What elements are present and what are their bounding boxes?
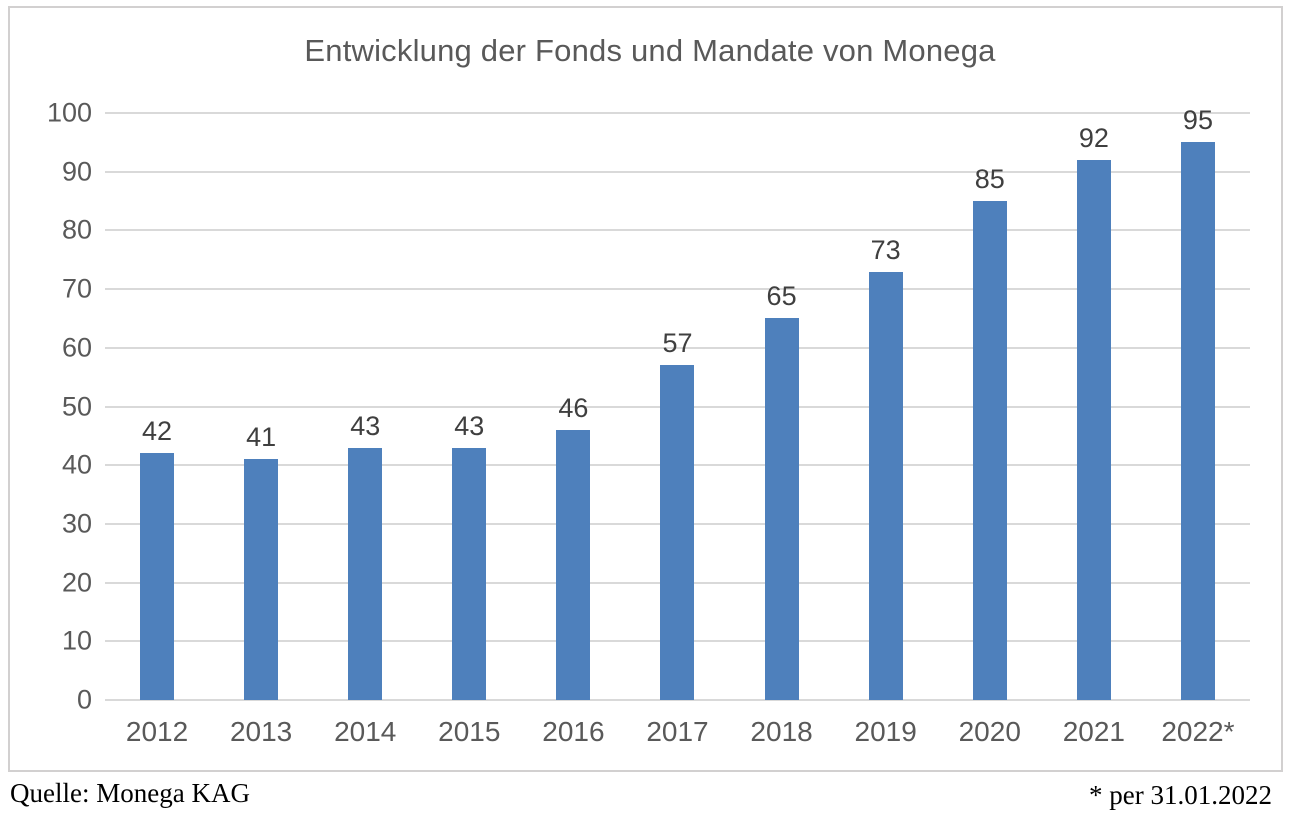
bar-2017 xyxy=(660,365,695,700)
gridline-60 xyxy=(105,346,1250,349)
category-cell-2013: 41 xyxy=(209,113,313,700)
data-label-2022*: 95 xyxy=(1182,105,1213,136)
data-label-2018: 65 xyxy=(766,281,797,312)
category-cell-2016: 46 xyxy=(521,113,625,700)
x-tick-label-2017: 2017 xyxy=(646,716,709,747)
gridline-80 xyxy=(105,229,1250,232)
bar-2015 xyxy=(452,447,487,700)
y-tick-label-100: 100 xyxy=(46,97,92,128)
y-tick-label-10: 10 xyxy=(61,625,92,656)
chart-frame xyxy=(8,6,1283,772)
bar-2012 xyxy=(140,453,175,700)
category-cell-2021: 92 xyxy=(1042,113,1146,700)
y-axis-labels: 0 10 20 30 40 50 60 70 80 90 100 xyxy=(18,99,92,713)
bar-2016 xyxy=(556,429,591,700)
y-tick-label-20: 20 xyxy=(61,567,92,598)
bar-2022* xyxy=(1180,142,1215,700)
category-cell-2017: 57 xyxy=(625,113,729,700)
category-cell-2014: 43 xyxy=(313,113,417,700)
gridline-90 xyxy=(105,170,1250,173)
data-label-2020: 85 xyxy=(974,164,1005,195)
x-tick-label-2015: 2015 xyxy=(438,716,501,747)
y-tick-label-60: 60 xyxy=(61,332,92,363)
data-label-2015: 43 xyxy=(454,410,485,441)
x-axis-labels: 2012 2013 2014 2015 2016 2017 2018 2019 2020 2021… xyxy=(105,716,1250,760)
x-tick-label-2021: 2021 xyxy=(1062,716,1125,747)
category-cell-2020: 85 xyxy=(938,113,1042,700)
category-cell-2019: 73 xyxy=(834,113,938,700)
x-tick-label-2020: 2020 xyxy=(958,716,1021,747)
bar-2019 xyxy=(868,271,903,700)
plot-area: 42 41 43 43 46 57 65 73 85 92 95 xyxy=(105,105,1250,701)
category-cell-2015: 43 xyxy=(417,113,521,700)
source-note: Quelle: Monega KAG xyxy=(10,778,250,808)
y-tick-label-70: 70 xyxy=(61,273,92,304)
category-cell-2018: 65 xyxy=(730,113,834,700)
bar-2018 xyxy=(764,318,799,700)
x-tick-label-2018: 2018 xyxy=(750,716,813,747)
y-tick-label-80: 80 xyxy=(61,214,92,245)
y-tick-label-40: 40 xyxy=(61,449,92,480)
footnote-asterisk: * per 31.01.2022 xyxy=(1089,780,1272,810)
x-tick-label-2012: 2012 xyxy=(125,716,189,747)
data-label-2013: 41 xyxy=(246,422,277,453)
gridline-0 xyxy=(105,699,1250,701)
bar-2020 xyxy=(972,201,1007,700)
data-label-2021: 92 xyxy=(1078,122,1109,153)
data-label-2017: 57 xyxy=(662,328,693,359)
bar-2021 xyxy=(1076,159,1111,700)
data-label-2014: 43 xyxy=(350,410,381,441)
y-tick-label-90: 90 xyxy=(61,156,92,187)
chart-title: Entwicklung der Fonds und Mandate von Mo… xyxy=(304,33,996,68)
x-tick-label-2016: 2016 xyxy=(542,716,605,747)
y-tick-label-50: 50 xyxy=(61,391,92,421)
y-tick-label-30: 30 xyxy=(61,508,92,539)
y-tick-label-0: 0 xyxy=(76,684,92,715)
category-cell-2012: 42 xyxy=(105,113,209,700)
bar-2014 xyxy=(348,447,383,700)
data-label-2019: 73 xyxy=(870,234,901,265)
x-tick-label-2013: 2013 xyxy=(229,716,293,747)
category-cell-2022*: 95 xyxy=(1146,105,1250,700)
x-tick-label-2022*: 2022* xyxy=(1161,716,1235,747)
x-tick-label-2019: 2019 xyxy=(854,716,917,747)
gridline-100 xyxy=(105,112,1250,114)
x-tick-label-2014: 2014 xyxy=(334,716,397,747)
data-label-2016: 46 xyxy=(558,392,589,423)
bar-2013 xyxy=(244,459,279,700)
gridline-70 xyxy=(105,288,1250,291)
data-label-2012: 42 xyxy=(142,416,173,447)
